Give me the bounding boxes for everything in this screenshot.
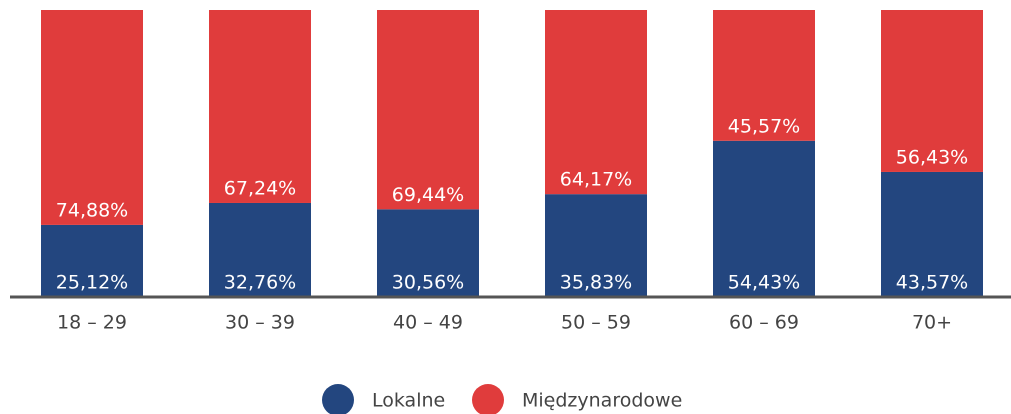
value-label: 64,17% (560, 169, 632, 191)
bar-segment (377, 10, 479, 210)
bar-segment (713, 140, 815, 297)
value-label: 25,12% (56, 272, 128, 294)
value-label: 74,88% (56, 199, 128, 221)
bar-segment (713, 10, 815, 141)
legend-swatch (322, 384, 354, 414)
x-tick-label: 30 – 39 (225, 312, 295, 334)
bar-segment (377, 209, 479, 297)
value-label: 69,44% (392, 184, 464, 206)
value-label: 45,57% (728, 115, 800, 137)
bar-segment (209, 10, 311, 203)
bar-segment (41, 224, 143, 297)
value-label: 30,56% (392, 272, 464, 294)
bar-segment (881, 10, 983, 172)
value-label: 67,24% (224, 177, 296, 199)
x-tick-label: 18 – 29 (57, 312, 127, 334)
value-label: 43,57% (896, 272, 968, 294)
x-tick-label: 50 – 59 (561, 312, 631, 334)
x-tick-label: 40 – 49 (393, 312, 463, 334)
value-label: 32,76% (224, 272, 296, 294)
value-label: 54,43% (728, 272, 800, 294)
bar-segment (41, 10, 143, 225)
legend-label: Międzynarodowe (522, 390, 682, 412)
bar-segment (545, 10, 647, 195)
value-label: 35,83% (560, 272, 632, 294)
x-tick-label: 60 – 69 (729, 312, 799, 334)
x-tick-label: 70+ (912, 312, 952, 334)
value-label: 56,43% (896, 146, 968, 168)
bar-segment (209, 202, 311, 297)
legend-label: Lokalne (372, 390, 445, 412)
bar-segment (881, 171, 983, 297)
bar-segment (545, 194, 647, 297)
legend-swatch (472, 384, 504, 414)
